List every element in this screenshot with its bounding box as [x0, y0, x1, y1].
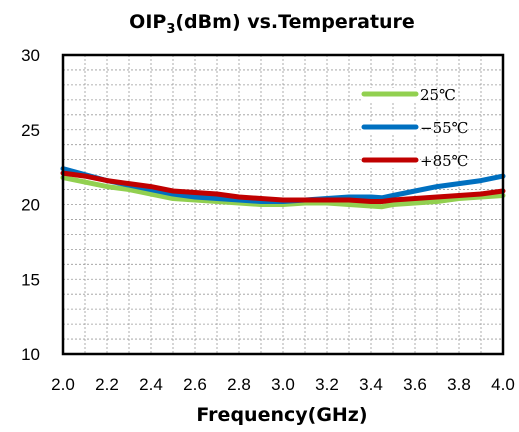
x-tick-label: 2.6 [183, 375, 207, 394]
chart-title: OIP3(dBm) vs.Temperature [129, 11, 415, 37]
y-tick-label: 30 [21, 46, 40, 65]
legend-label: 25℃ [420, 86, 456, 104]
y-tick-label: 25 [21, 121, 40, 140]
series-line [60, 170, 506, 204]
chart-title-subscript: 3 [166, 22, 175, 37]
x-tick-labels: 2.0 2.2 2.4 2.6 2.8 3.0 3.2 3.4 3.6 3.8 4.0 [51, 375, 515, 394]
x-tick-label: 2.4 [139, 375, 163, 394]
series-line [60, 175, 506, 210]
legend-label: −55℃ [420, 119, 468, 137]
y-tick-label: 10 [21, 345, 40, 364]
x-tick-label: 3.8 [447, 375, 471, 394]
x-tick-label: 2.8 [227, 375, 251, 394]
plot-frame [61, 53, 505, 356]
y-tick-labels: 10 15 20 25 30 [21, 46, 40, 364]
chart-title-main: OIP [129, 11, 166, 33]
x-tick-label: 2.0 [51, 375, 75, 394]
x-tick-label: 4.0 [491, 375, 515, 394]
y-tick-label: 20 [21, 196, 40, 215]
x-tick-label: 3.6 [403, 375, 427, 394]
x-axis-label: Frequency(GHz) [196, 404, 367, 426]
legend-label: +85℃ [420, 152, 468, 170]
x-tick-label: 3.4 [359, 375, 383, 394]
plot-lines [60, 166, 506, 210]
legend: 25℃ −55℃ +85℃ [361, 86, 468, 170]
x-tick-label: 2.2 [95, 375, 119, 394]
x-tick-label: 3.2 [315, 375, 339, 394]
chart-title-rest: (dBm) vs.Temperature [175, 11, 414, 33]
x-tick-label: 3.0 [271, 375, 295, 394]
y-tick-label: 15 [21, 270, 40, 289]
